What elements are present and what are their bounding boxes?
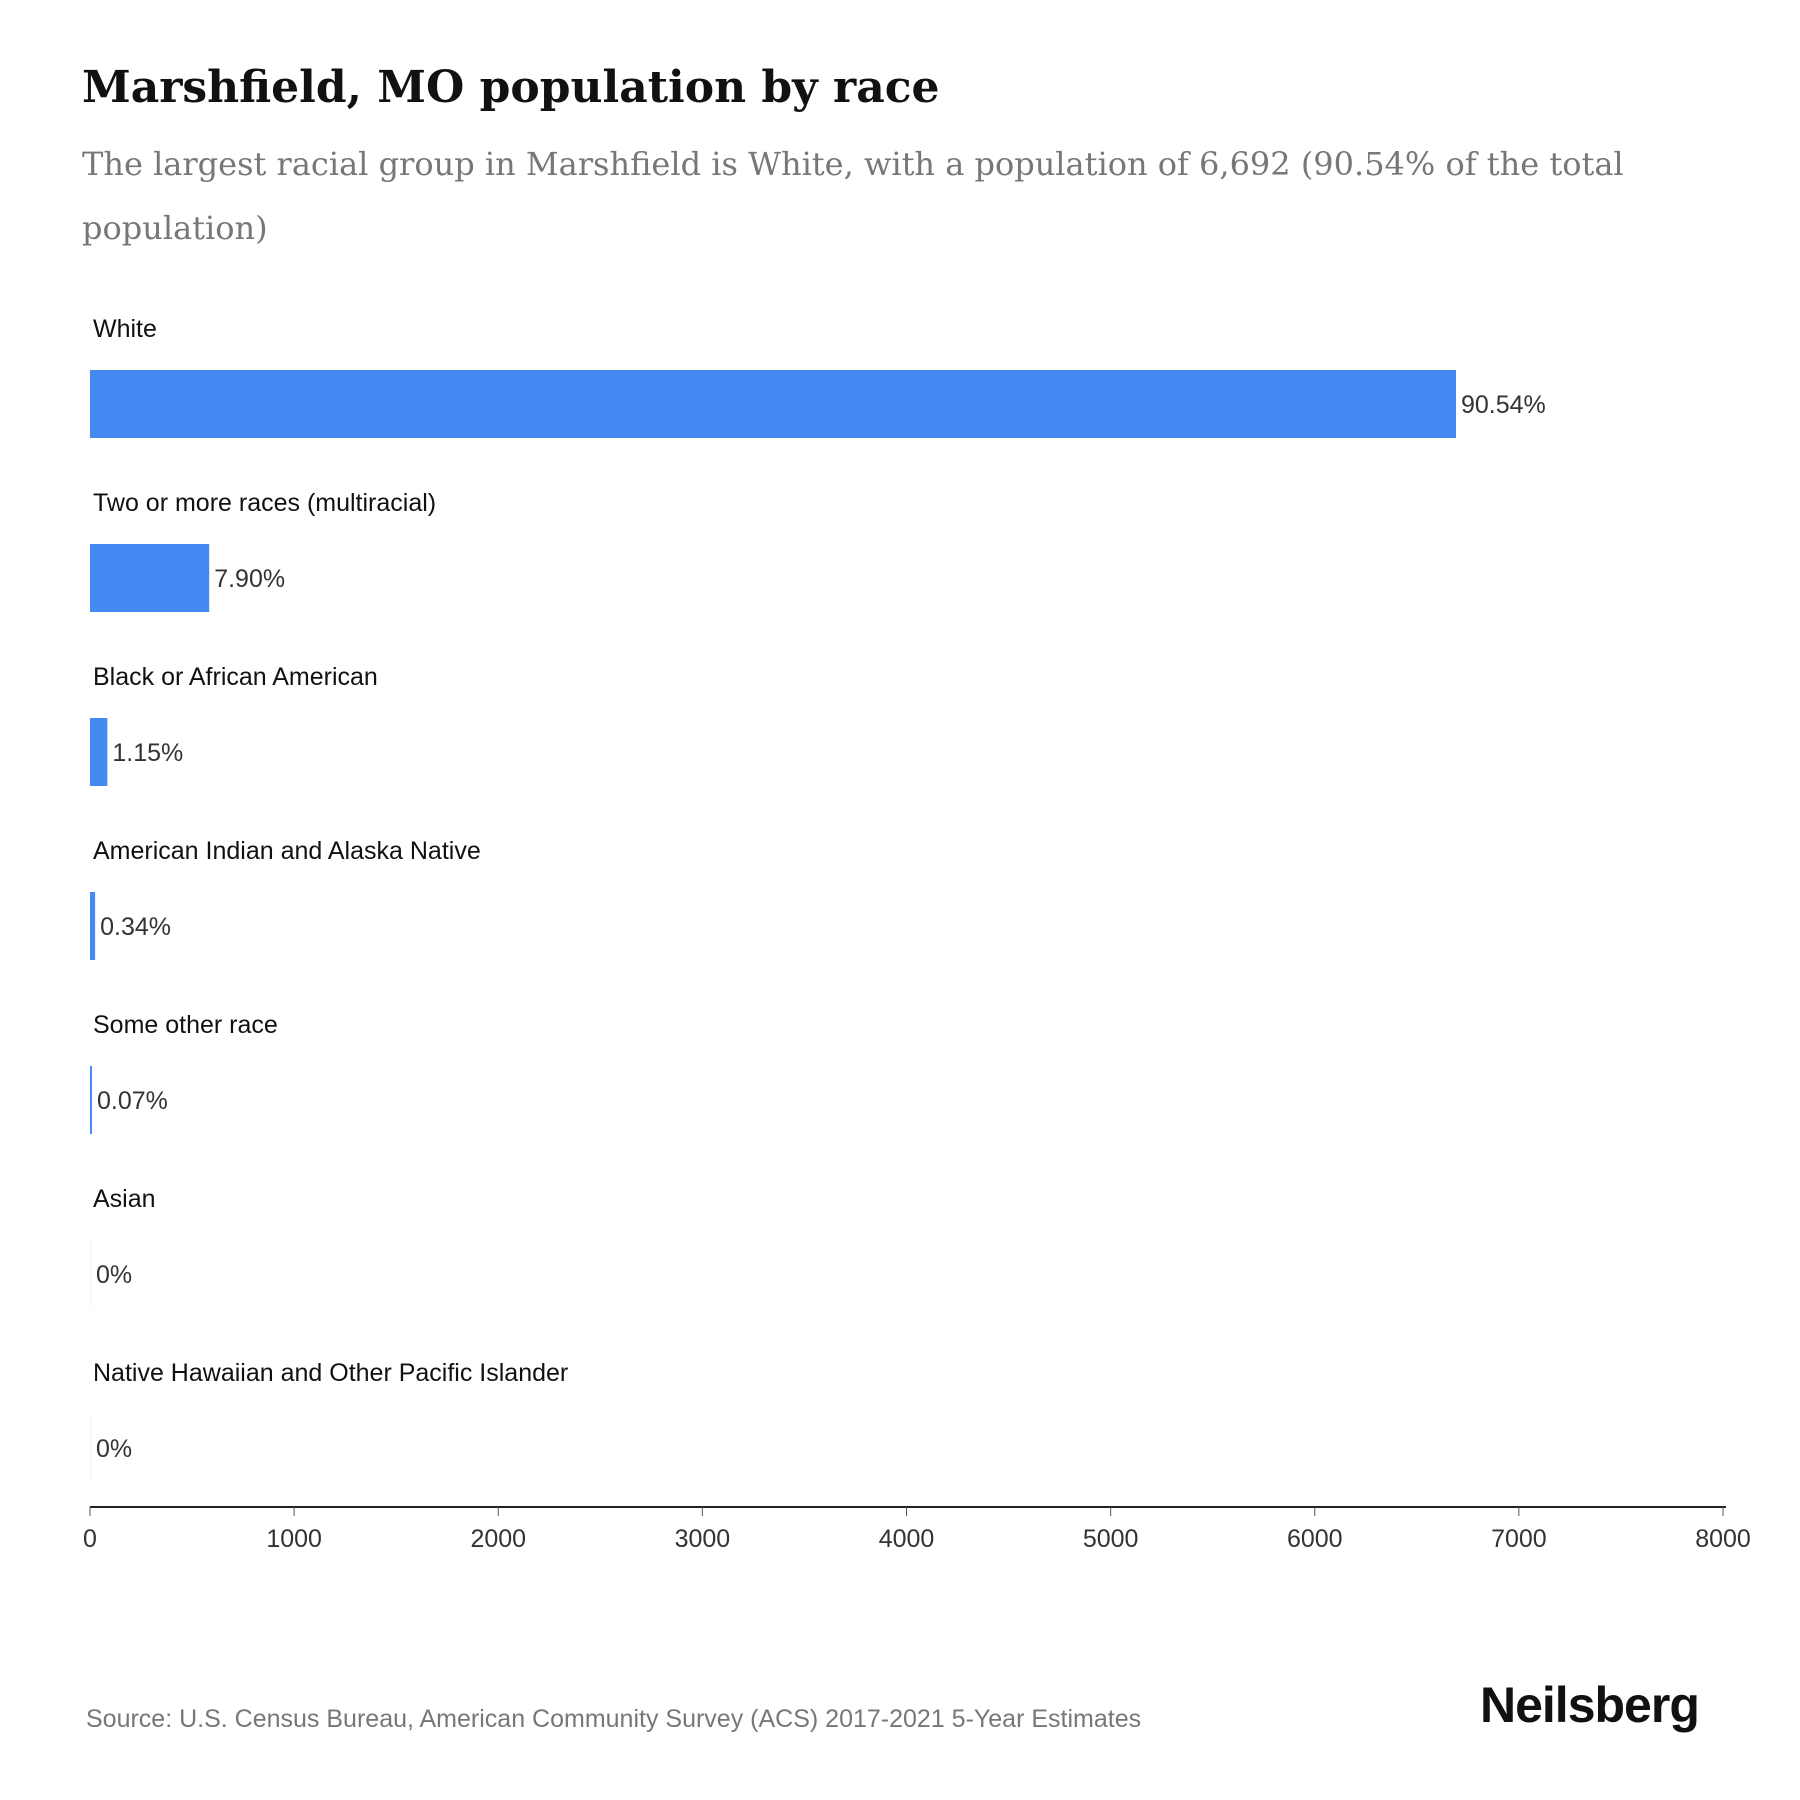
bar-chart: White 90.54% Two or more races (multiracia… xyxy=(83,315,1751,1553)
category-label: Asian xyxy=(93,1185,156,1213)
category-label: Black or African American xyxy=(93,663,378,691)
data-label: 0% xyxy=(96,1261,132,1289)
chart-title: Marshfield, MO population by race xyxy=(82,62,940,113)
data-label: 7.90% xyxy=(214,565,285,593)
x-tick-label: 5000 xyxy=(1083,1525,1139,1553)
x-tick-label: 0 xyxy=(83,1525,97,1553)
category-label: Two or more races (multiracial) xyxy=(93,489,436,517)
category-label: American Indian and Alaska Native xyxy=(93,837,481,865)
neilsberg-logo: Neilsberg xyxy=(1480,1677,1700,1733)
x-tick-label: 6000 xyxy=(1287,1525,1343,1553)
bar xyxy=(90,718,108,786)
category-label: White xyxy=(93,315,157,343)
bar xyxy=(90,892,96,960)
chart-subtitle: The largest racial group in Marshfield i… xyxy=(82,145,1624,247)
bar xyxy=(90,370,1457,438)
data-label: 0% xyxy=(96,1435,132,1463)
bar xyxy=(90,544,210,612)
x-tick-label: 2000 xyxy=(470,1525,526,1553)
x-tick-label: 4000 xyxy=(879,1525,935,1553)
category-label: Some other race xyxy=(93,1011,278,1039)
x-tick-label: 7000 xyxy=(1491,1525,1547,1553)
x-tick-label: 3000 xyxy=(675,1525,731,1553)
category-label: Native Hawaiian and Other Pacific Island… xyxy=(93,1359,568,1387)
x-tick-label: 1000 xyxy=(266,1525,322,1553)
data-label: 0.07% xyxy=(97,1087,168,1115)
data-label: 90.54% xyxy=(1461,391,1546,419)
data-label: 0.34% xyxy=(100,913,171,941)
x-tick-label: 8000 xyxy=(1695,1525,1751,1553)
bar xyxy=(90,1414,91,1482)
bar xyxy=(90,1066,92,1134)
bar xyxy=(90,1240,91,1308)
data-label: 1.15% xyxy=(112,739,183,767)
source-note: Source: U.S. Census Bureau, American Com… xyxy=(86,1705,1142,1733)
